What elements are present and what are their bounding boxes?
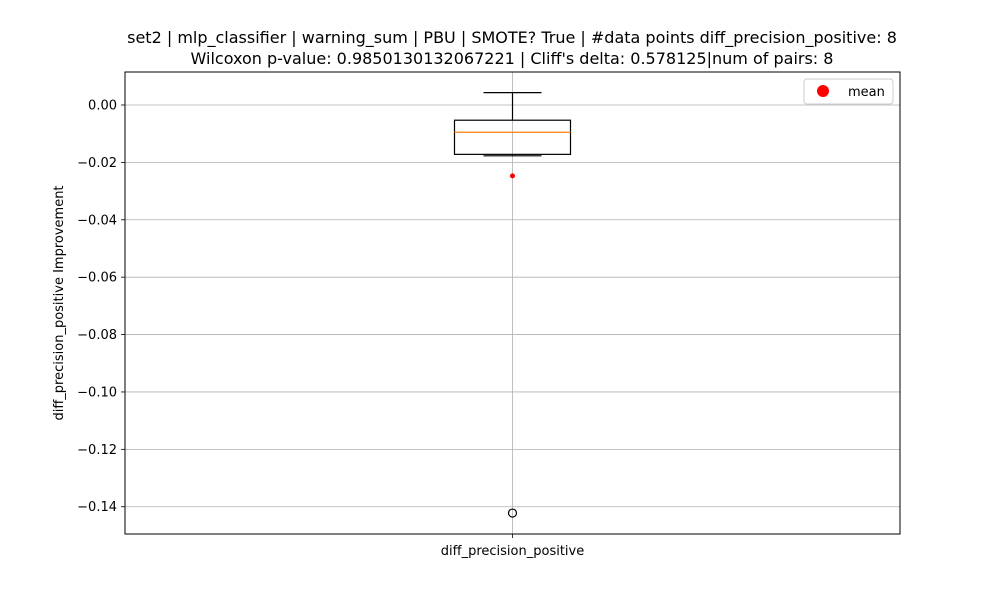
y-tick-label: −0.14 bbox=[77, 500, 117, 515]
y-tick-label: −0.12 bbox=[77, 443, 117, 458]
axis-layer: 0.00 −0.02 −0.04 −0.06 −0.08 −0.10 −0.12 −0.14 d… bbox=[77, 99, 584, 560]
grid-layer bbox=[125, 72, 900, 534]
x-tick-label: diff_precision_positive bbox=[441, 544, 584, 559]
y-tick-label: −0.08 bbox=[77, 328, 117, 343]
y-tick-label: −0.02 bbox=[77, 156, 117, 171]
y-tick-label: −0.06 bbox=[77, 271, 117, 286]
legend-frame bbox=[803, 78, 894, 105]
plot-frame bbox=[124, 71, 901, 535]
y-tick-label: −0.04 bbox=[77, 213, 117, 228]
legend-mean-label: mean bbox=[848, 85, 885, 100]
mean-point bbox=[510, 173, 515, 179]
chart-title-line2: Wilcoxon p-value: 0.9850130132067221 | C… bbox=[191, 49, 834, 68]
y-tick-label: 0.00 bbox=[88, 99, 117, 114]
legend-mean-marker bbox=[817, 85, 829, 97]
box-iqr bbox=[453, 119, 572, 155]
chart-title-line1: set2 | mlp_classifier | warning_sum | PB… bbox=[127, 28, 897, 48]
y-axis-label: diff_precision_positive Improvement bbox=[52, 185, 67, 420]
box-layer bbox=[453, 92, 572, 518]
y-tick-label: −0.10 bbox=[77, 385, 117, 400]
legend[interactable]: mean bbox=[803, 78, 894, 105]
outlier-point bbox=[507, 508, 518, 518]
